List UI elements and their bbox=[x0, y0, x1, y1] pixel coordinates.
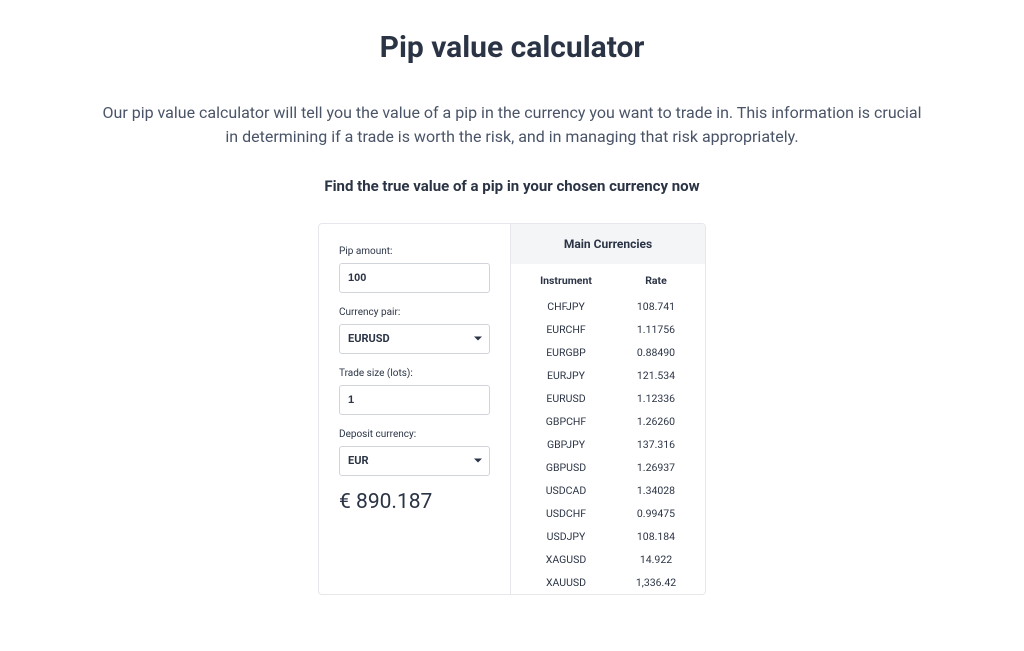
rate-row: EURUSD1.12336 bbox=[511, 387, 705, 410]
rate-value: 1.26937 bbox=[621, 461, 691, 474]
form-panel: Pip amount: Currency pair: EURUSD Trade … bbox=[319, 224, 511, 594]
col-header-instrument: Instrument bbox=[511, 274, 621, 287]
rate-value: 121.534 bbox=[621, 369, 691, 382]
page-subheading: Find the true value of a pip in your cho… bbox=[0, 177, 1024, 195]
page-description: Our pip value calculator will tell you t… bbox=[102, 101, 922, 149]
calculator-card: Pip amount: Currency pair: EURUSD Trade … bbox=[318, 223, 706, 595]
rates-column-headers: Instrument Rate bbox=[511, 264, 705, 295]
rate-value: 137.316 bbox=[621, 438, 691, 451]
rate-row: XAGUSD14.922 bbox=[511, 548, 705, 571]
rate-instrument: USDJPY bbox=[511, 530, 621, 543]
rate-row: USDCHF0.99475 bbox=[511, 502, 705, 525]
rates-panel: Main Currencies Instrument Rate CHFJPY10… bbox=[511, 224, 705, 594]
rate-row: EURCHF1.11756 bbox=[511, 318, 705, 341]
trade-size-label: Trade size (lots): bbox=[339, 368, 490, 379]
rate-value: 14.922 bbox=[621, 553, 691, 566]
rate-row: GBPCHF1.26260 bbox=[511, 410, 705, 433]
currency-pair-label: Currency pair: bbox=[339, 307, 490, 318]
rate-value: 108.184 bbox=[621, 530, 691, 543]
rate-instrument: GBPUSD bbox=[511, 461, 621, 474]
rate-row: GBPJPY137.316 bbox=[511, 433, 705, 456]
rate-row: USDCAD1.34028 bbox=[511, 479, 705, 502]
rate-instrument: XAGUSD bbox=[511, 553, 621, 566]
rate-instrument: CHFJPY bbox=[511, 300, 621, 313]
rate-value: 0.88490 bbox=[621, 346, 691, 359]
page-title: Pip value calculator bbox=[0, 30, 1024, 65]
rate-value: 0.99475 bbox=[621, 507, 691, 520]
currency-pair-select[interactable]: EURUSD bbox=[339, 324, 490, 354]
rate-instrument: EURUSD bbox=[511, 392, 621, 405]
pip-value-result: € 890.187 bbox=[339, 490, 490, 514]
rate-row: USDJPY108.184 bbox=[511, 525, 705, 548]
rate-row: CHFJPY108.741 bbox=[511, 295, 705, 318]
rate-row: EURJPY121.534 bbox=[511, 364, 705, 387]
trade-size-input[interactable] bbox=[339, 385, 490, 415]
rate-instrument: USDCAD bbox=[511, 484, 621, 497]
rate-value: 1.26260 bbox=[621, 415, 691, 428]
rate-value: 108.741 bbox=[621, 300, 691, 313]
rate-instrument: GBPJPY bbox=[511, 438, 621, 451]
rate-value: 1.34028 bbox=[621, 484, 691, 497]
rates-header: Main Currencies bbox=[511, 224, 705, 264]
rate-instrument: EURJPY bbox=[511, 369, 621, 382]
rate-value: 1.12336 bbox=[621, 392, 691, 405]
deposit-currency-select[interactable]: EUR bbox=[339, 446, 490, 476]
rate-row: XAUUSD1,336.42 bbox=[511, 571, 705, 594]
rate-row: GBPUSD1.26937 bbox=[511, 456, 705, 479]
pip-amount-input[interactable] bbox=[339, 263, 490, 293]
rate-instrument: GBPCHF bbox=[511, 415, 621, 428]
rate-value: 1,336.42 bbox=[621, 576, 691, 589]
rate-instrument: XAUUSD bbox=[511, 576, 621, 589]
rate-instrument: EURCHF bbox=[511, 323, 621, 336]
rate-row: EURGBP0.88490 bbox=[511, 341, 705, 364]
rate-instrument: EURGBP bbox=[511, 346, 621, 359]
rate-instrument: USDCHF bbox=[511, 507, 621, 520]
col-header-rate: Rate bbox=[621, 274, 691, 287]
pip-amount-label: Pip amount: bbox=[339, 246, 490, 257]
deposit-currency-label: Deposit currency: bbox=[339, 429, 490, 440]
rate-value: 1.11756 bbox=[621, 323, 691, 336]
rates-body: CHFJPY108.741EURCHF1.11756EURGBP0.88490E… bbox=[511, 295, 705, 594]
